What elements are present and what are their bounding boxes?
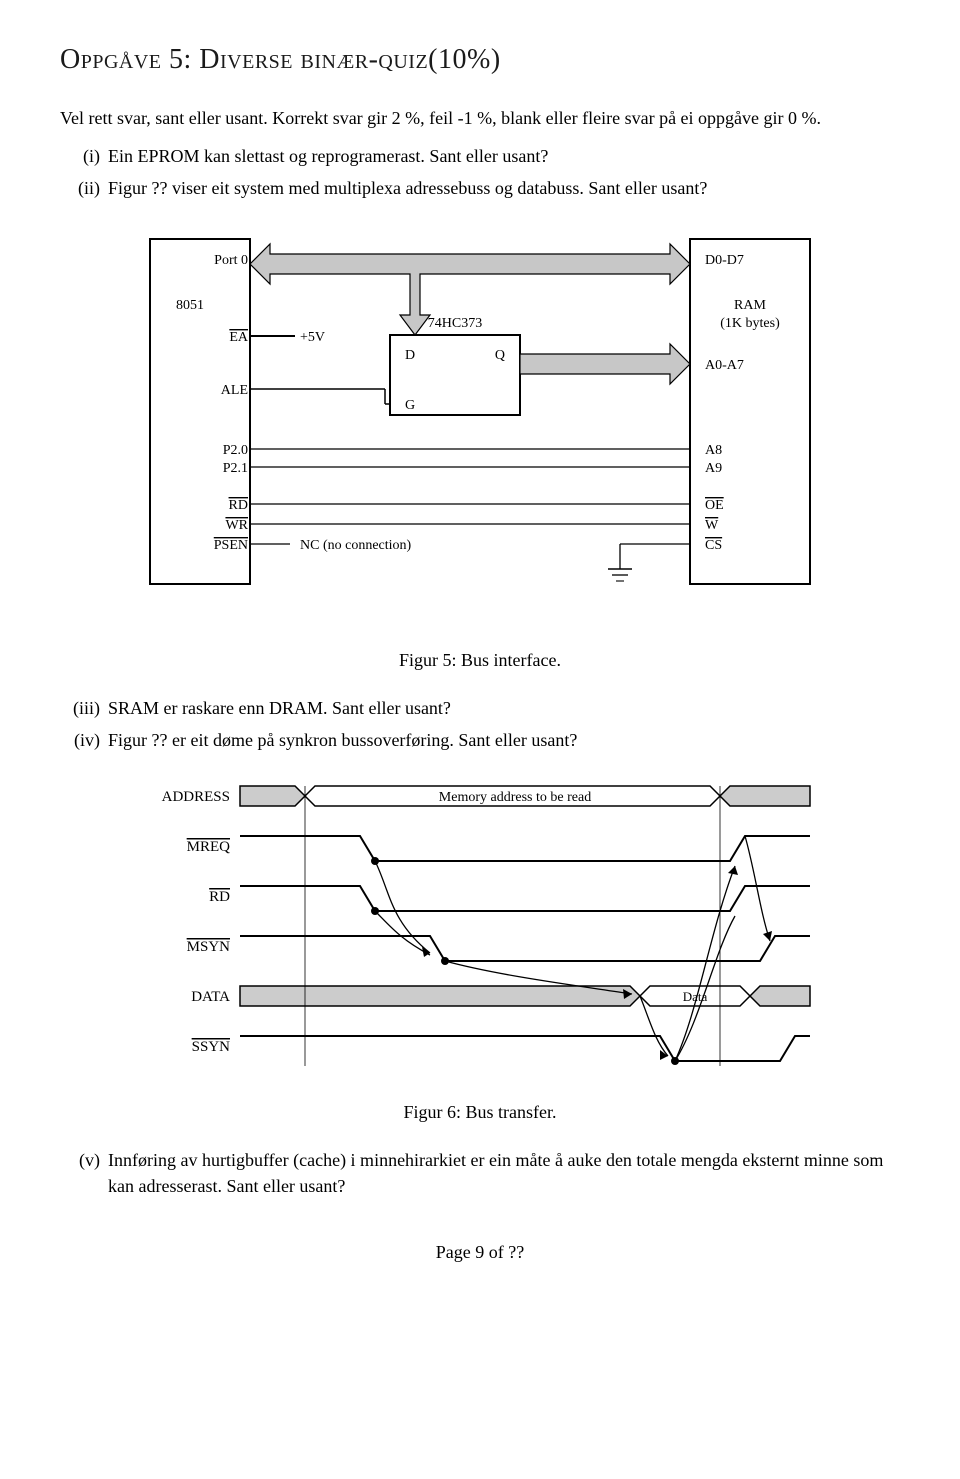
question-v-text: Innføring av hurtigbuffer (cache) i minn…: [108, 1147, 900, 1199]
svg-text:MSYN: MSYN: [187, 939, 231, 955]
svg-text:OE: OE: [705, 498, 724, 513]
svg-text:D: D: [405, 348, 415, 363]
svg-text:G: G: [405, 398, 415, 413]
intro-text: Vel rett svar, sant eller usant. Korrekt…: [60, 105, 900, 131]
question-v-num: (v): [60, 1147, 108, 1199]
question-ii-text: Figur ?? viser eit system med multiplexa…: [108, 175, 900, 201]
svg-text:74HC373: 74HC373: [428, 316, 482, 331]
svg-text:CS: CS: [705, 538, 722, 553]
svg-text:RD: RD: [229, 498, 248, 513]
figure-5: 8051 Port 0 EA +5V ALE P2.0 P2.1 RD WR P…: [60, 219, 900, 619]
figure-5-caption: Figur 5: Bus interface.: [60, 647, 900, 673]
question-i: (i) Ein EPROM kan slettast og reprograme…: [60, 143, 900, 169]
svg-text:WR: WR: [225, 518, 248, 533]
svg-text:A8: A8: [705, 443, 722, 458]
svg-text:NC (no connection): NC (no connection): [300, 538, 412, 553]
svg-text:Memory address to be read: Memory address to be read: [439, 790, 591, 805]
question-iii-num: (iii): [60, 695, 108, 721]
svg-text:RD: RD: [209, 889, 230, 905]
svg-text:Port 0: Port 0: [214, 253, 248, 268]
question-ii: (ii) Figur ?? viser eit system med multi…: [60, 175, 900, 201]
question-iii: (iii) SRAM er raskare enn DRAM. Sant ell…: [60, 695, 900, 721]
question-iv-text: Figur ?? er eit døme på synkron bussover…: [108, 727, 900, 753]
svg-text:A9: A9: [705, 461, 722, 476]
figure-6: ADDRESS MREQ RD MSYN DATA SSYN Memory ad…: [60, 771, 900, 1071]
question-i-text: Ein EPROM kan slettast og reprogramerast…: [108, 143, 900, 169]
svg-text:MREQ: MREQ: [187, 839, 231, 855]
question-iv-num: (iv): [60, 727, 108, 753]
question-iii-text: SRAM er raskare enn DRAM. Sant eller usa…: [108, 695, 900, 721]
svg-text:EA: EA: [229, 330, 249, 345]
svg-text:P2.0: P2.0: [223, 443, 248, 458]
svg-text:ADDRESS: ADDRESS: [162, 789, 230, 805]
svg-text:PSEN: PSEN: [214, 538, 248, 553]
svg-text:8051: 8051: [176, 298, 204, 313]
page-title: Oppgåve 5: Diverse binær-quiz(10%): [60, 40, 900, 81]
svg-text:ALE: ALE: [221, 383, 248, 398]
svg-text:RAM: RAM: [734, 298, 766, 313]
svg-text:DATA: DATA: [191, 989, 230, 1005]
bus-interface-diagram: 8051 Port 0 EA +5V ALE P2.0 P2.1 RD WR P…: [130, 219, 830, 619]
svg-text:A0-A7: A0-A7: [705, 358, 744, 373]
question-i-num: (i): [60, 143, 108, 169]
question-iv: (iv) Figur ?? er eit døme på synkron bus…: [60, 727, 900, 753]
svg-text:+5V: +5V: [300, 330, 325, 345]
svg-text:(1K bytes): (1K bytes): [720, 316, 780, 331]
svg-text:P2.1: P2.1: [223, 461, 248, 476]
question-ii-num: (ii): [60, 175, 108, 201]
svg-text:W: W: [705, 518, 719, 533]
svg-text:D0-D7: D0-D7: [705, 253, 744, 268]
svg-text:Q: Q: [495, 348, 505, 363]
svg-text:SSYN: SSYN: [192, 1039, 231, 1055]
bus-transfer-diagram: ADDRESS MREQ RD MSYN DATA SSYN Memory ad…: [130, 771, 830, 1071]
figure-6-caption: Figur 6: Bus transfer.: [60, 1099, 900, 1125]
page-footer: Page 9 of ??: [60, 1239, 900, 1265]
question-v: (v) Innføring av hurtigbuffer (cache) i …: [60, 1147, 900, 1199]
